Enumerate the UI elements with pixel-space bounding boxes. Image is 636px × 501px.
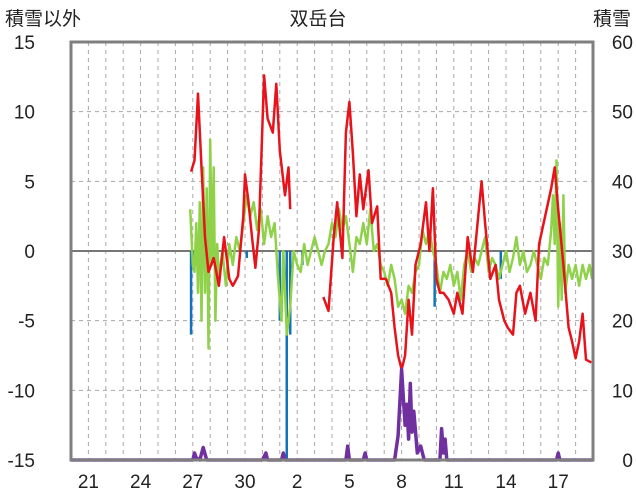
left-tick-label: 5 [24,172,35,193]
right-tick-label: 10 [612,381,633,402]
x-tick-label: 27 [182,472,203,493]
snow-series-line [71,367,593,462]
left-tick-label: -5 [18,312,35,333]
left-tick-label: -15 [8,451,35,472]
right-tick-label: 20 [612,312,633,333]
left-axis-title: 積雪以外 [5,8,81,30]
x-tick-label: 14 [495,472,517,493]
other-series-line [188,138,594,350]
right-tick-label: 60 [612,33,633,54]
right-tick-label: 30 [612,242,633,263]
right-tick-label: 0 [622,451,633,472]
chart-title: 双岳台 [289,8,346,30]
x-tick-label: 17 [548,472,569,493]
left-tick-label: 15 [14,33,35,54]
right-tick-label: 50 [612,103,633,124]
left-tick-label: 10 [14,103,35,124]
x-tick-label: 24 [130,472,152,493]
x-tick-label: 21 [78,472,99,493]
right-axis-title: 積雪 [593,8,631,30]
x-tick-label: 2 [292,472,303,493]
x-tick-label: 8 [396,472,407,493]
left-tick-label: 0 [24,242,35,263]
x-tick-label: 11 [444,472,464,493]
right-tick-label: 40 [612,172,633,193]
temperature-series-line [322,100,592,371]
left-tick-label: -10 [8,381,35,402]
temperature-series-line [189,74,292,288]
x-tick-label: 5 [344,472,355,493]
plot-frame [69,40,595,462]
x-tick-label: 30 [234,472,255,493]
